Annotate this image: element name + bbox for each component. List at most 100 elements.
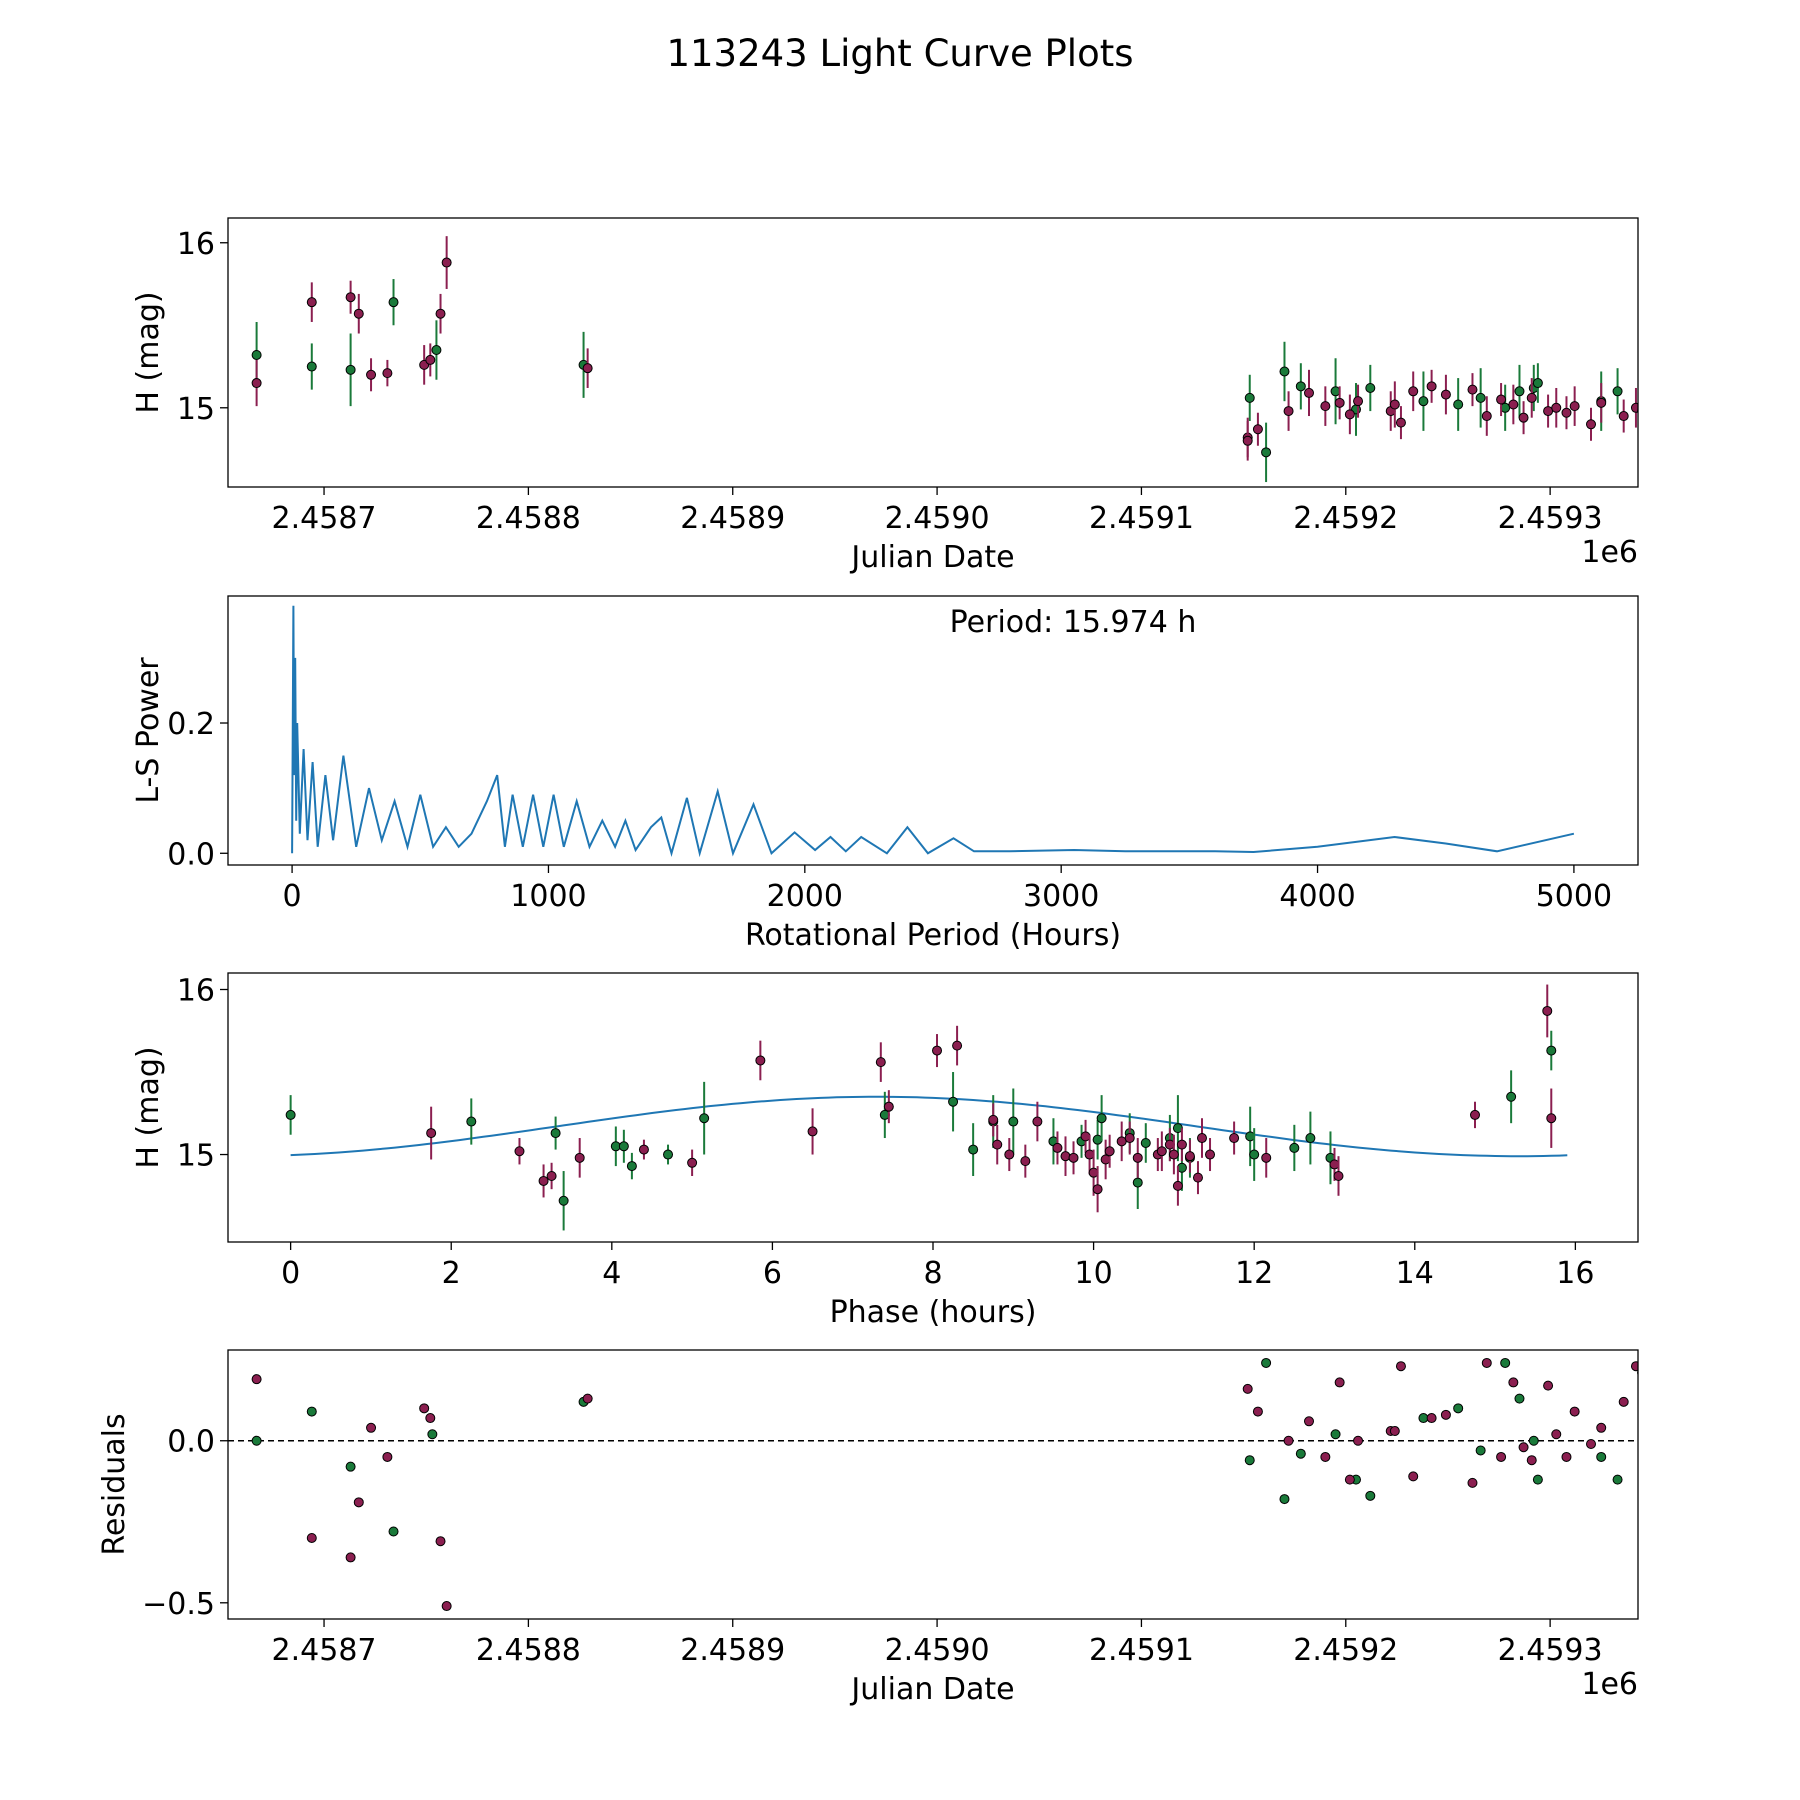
data-point bbox=[1561, 407, 1572, 418]
plot-frame bbox=[227, 595, 1639, 866]
data-point bbox=[1176, 1139, 1187, 1150]
data-point bbox=[807, 1126, 818, 1137]
x-tick-label: 2.4589 bbox=[680, 1633, 785, 1668]
data-point bbox=[1279, 1494, 1290, 1505]
data-point bbox=[1052, 1142, 1063, 1153]
panel-periodogram: 0 1000 2000 3000 4000 5000 0.0 0.2 Rotational Pe… bbox=[131, 595, 1639, 953]
data-point bbox=[1008, 1116, 1019, 1127]
data-point bbox=[546, 1170, 557, 1181]
data-point bbox=[1156, 1146, 1167, 1157]
data-point bbox=[353, 308, 364, 319]
data-point bbox=[1618, 411, 1629, 422]
y-tick-label: 0.0 bbox=[167, 1425, 215, 1460]
data-point bbox=[1408, 1471, 1419, 1482]
data-point bbox=[1305, 1133, 1316, 1144]
data-point bbox=[1618, 1396, 1629, 1407]
data-point bbox=[1124, 1133, 1135, 1144]
data-point bbox=[514, 1146, 525, 1157]
x-tick-label: 12 bbox=[1235, 1256, 1273, 1291]
data-point bbox=[1426, 1413, 1437, 1424]
series-purple bbox=[426, 984, 1557, 1213]
data-point bbox=[1630, 402, 1638, 413]
data-point bbox=[1596, 397, 1607, 408]
data-point bbox=[1612, 386, 1623, 397]
data-point bbox=[1526, 1455, 1537, 1466]
data-point bbox=[1304, 387, 1314, 398]
data-point bbox=[441, 1601, 452, 1612]
data-point bbox=[1283, 1435, 1294, 1446]
y-axis-label: H (mag) bbox=[131, 291, 166, 413]
data-point bbox=[582, 363, 593, 374]
x-tick-label: 2000 bbox=[767, 879, 843, 914]
y-tick-label: 15 bbox=[177, 1139, 215, 1174]
data-point bbox=[1569, 401, 1580, 412]
panel-residuals: 2.4587 2.4588 2.4589 2.4590 2.4591 2.4592 2.45… bbox=[97, 1349, 1639, 1707]
x-axis-label: Phase (hours) bbox=[830, 1295, 1037, 1330]
data-point bbox=[306, 1406, 317, 1417]
data-point bbox=[435, 1536, 446, 1547]
data-point bbox=[1546, 1113, 1557, 1124]
data-point bbox=[1395, 1361, 1406, 1372]
x-tick-label: 2.4587 bbox=[272, 501, 377, 536]
data-point bbox=[345, 1461, 356, 1472]
data-point bbox=[1353, 1435, 1364, 1446]
data-point bbox=[1508, 1377, 1519, 1388]
data-point bbox=[1514, 386, 1525, 397]
series-green bbox=[285, 1030, 1557, 1231]
data-point bbox=[1168, 1149, 1179, 1160]
data-point bbox=[366, 369, 377, 380]
data-point bbox=[1542, 1005, 1553, 1016]
data-point bbox=[1518, 412, 1529, 423]
data-point bbox=[441, 257, 452, 268]
x-tick-label: 4 bbox=[602, 1256, 621, 1291]
data-point bbox=[952, 1040, 963, 1051]
data-point bbox=[1514, 1393, 1525, 1404]
data-point bbox=[1440, 389, 1451, 400]
periodogram-line bbox=[291, 605, 1575, 858]
data-point bbox=[251, 1374, 262, 1385]
x-tick-label: 2.4590 bbox=[885, 501, 990, 536]
data-point bbox=[626, 1161, 637, 1172]
data-point bbox=[1518, 1442, 1529, 1453]
data-point bbox=[755, 1055, 766, 1066]
data-point bbox=[1060, 1151, 1071, 1162]
data-point bbox=[1481, 1357, 1492, 1368]
data-point bbox=[1546, 1045, 1557, 1056]
data-point bbox=[251, 349, 262, 360]
data-point bbox=[1184, 1151, 1195, 1162]
data-point bbox=[582, 1393, 593, 1404]
data-point bbox=[1032, 1116, 1043, 1127]
data-point bbox=[1389, 1426, 1400, 1437]
x-tick-label: 2.4591 bbox=[1089, 1633, 1194, 1668]
x-tick-label: 0 bbox=[281, 1256, 300, 1291]
data-point bbox=[663, 1149, 674, 1160]
plot-frame bbox=[227, 217, 1639, 488]
data-point bbox=[574, 1152, 585, 1163]
x-tick-label: 2.4593 bbox=[1498, 1633, 1603, 1668]
data-point bbox=[353, 1497, 364, 1508]
y-tick-label: 15 bbox=[177, 392, 215, 427]
data-point bbox=[699, 1113, 710, 1124]
data-point bbox=[538, 1175, 549, 1186]
data-point bbox=[431, 345, 442, 356]
data-point bbox=[1526, 392, 1537, 403]
data-point bbox=[687, 1157, 698, 1168]
data-point bbox=[1196, 1133, 1207, 1144]
model-fit-curve bbox=[290, 1095, 1568, 1158]
data-point bbox=[1205, 1149, 1216, 1160]
series-purple bbox=[251, 1357, 1638, 1612]
x-tick-label: 14 bbox=[1396, 1256, 1434, 1291]
data-point bbox=[968, 1144, 979, 1155]
y-tick-label: 0.0 bbox=[167, 837, 215, 872]
data-point bbox=[1330, 1429, 1341, 1440]
y-tick-label: 16 bbox=[177, 974, 215, 1009]
data-point bbox=[345, 364, 356, 375]
data-point bbox=[1242, 435, 1253, 446]
data-point bbox=[1229, 1133, 1240, 1144]
data-point bbox=[1453, 399, 1464, 410]
data-point bbox=[1508, 399, 1519, 410]
period-annotation: Period: 15.974 h bbox=[950, 605, 1197, 640]
data-point bbox=[1475, 392, 1486, 403]
